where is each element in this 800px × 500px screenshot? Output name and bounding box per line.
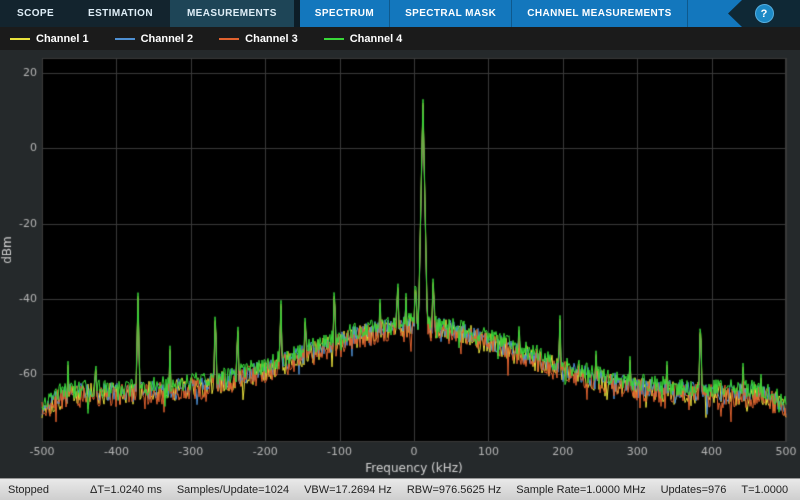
channel-4-label: Channel 4 bbox=[350, 33, 403, 45]
toolbar: SCOPE ESTIMATION MEASUREMENTS SPECTRUM S… bbox=[0, 0, 800, 27]
tab-estimation[interactable]: ESTIMATION bbox=[71, 0, 170, 27]
tab-spectrum[interactable]: SPECTRUM bbox=[300, 0, 390, 27]
status-samples-per-update: Samples/Update=1024 bbox=[177, 484, 289, 496]
spectrum-plot-canvas[interactable] bbox=[0, 50, 800, 478]
legend: Channel 1 Channel 2 Channel 3 Channel 4 bbox=[0, 27, 800, 50]
plot-region bbox=[0, 50, 800, 478]
tab-spectral-mask[interactable]: SPECTRAL MASK bbox=[390, 0, 512, 27]
help-button[interactable]: ? bbox=[755, 4, 774, 23]
tab-measurements[interactable]: MEASUREMENTS bbox=[170, 0, 294, 27]
status-updates: Updates=976 bbox=[661, 484, 727, 496]
legend-item-channel-2[interactable]: Channel 2 bbox=[115, 33, 194, 45]
tab-scope[interactable]: SCOPE bbox=[0, 0, 71, 27]
channel-1-swatch-icon bbox=[10, 38, 30, 40]
channel-2-swatch-icon bbox=[115, 38, 135, 40]
help-zone: ? bbox=[728, 0, 800, 27]
status-bar: Stopped ΔT=1.0240 ms Samples/Update=1024… bbox=[0, 478, 800, 500]
tab-channel-measurements[interactable]: CHANNEL MEASUREMENTS bbox=[512, 0, 688, 27]
legend-item-channel-3[interactable]: Channel 3 bbox=[219, 33, 298, 45]
status-vbw: VBW=17.2694 Hz bbox=[304, 484, 392, 496]
status-run-state: Stopped bbox=[8, 484, 49, 496]
channel-3-swatch-icon bbox=[219, 38, 239, 40]
channel-2-label: Channel 2 bbox=[141, 33, 194, 45]
status-delta-t: ΔT=1.0240 ms bbox=[90, 484, 162, 496]
channel-3-label: Channel 3 bbox=[245, 33, 298, 45]
status-sample-rate: Sample Rate=1.0000 MHz bbox=[516, 484, 645, 496]
legend-item-channel-1[interactable]: Channel 1 bbox=[10, 33, 89, 45]
status-time: T=1.0000 bbox=[741, 484, 788, 496]
channel-4-swatch-icon bbox=[324, 38, 344, 40]
legend-item-channel-4[interactable]: Channel 4 bbox=[324, 33, 403, 45]
status-rbw: RBW=976.5625 Hz bbox=[407, 484, 501, 496]
measurements-context-group: SPECTRUM SPECTRAL MASK CHANNEL MEASUREME… bbox=[300, 0, 742, 27]
channel-1-label: Channel 1 bbox=[36, 33, 89, 45]
spectrum-analyzer-window: SCOPE ESTIMATION MEASUREMENTS SPECTRUM S… bbox=[0, 0, 800, 500]
